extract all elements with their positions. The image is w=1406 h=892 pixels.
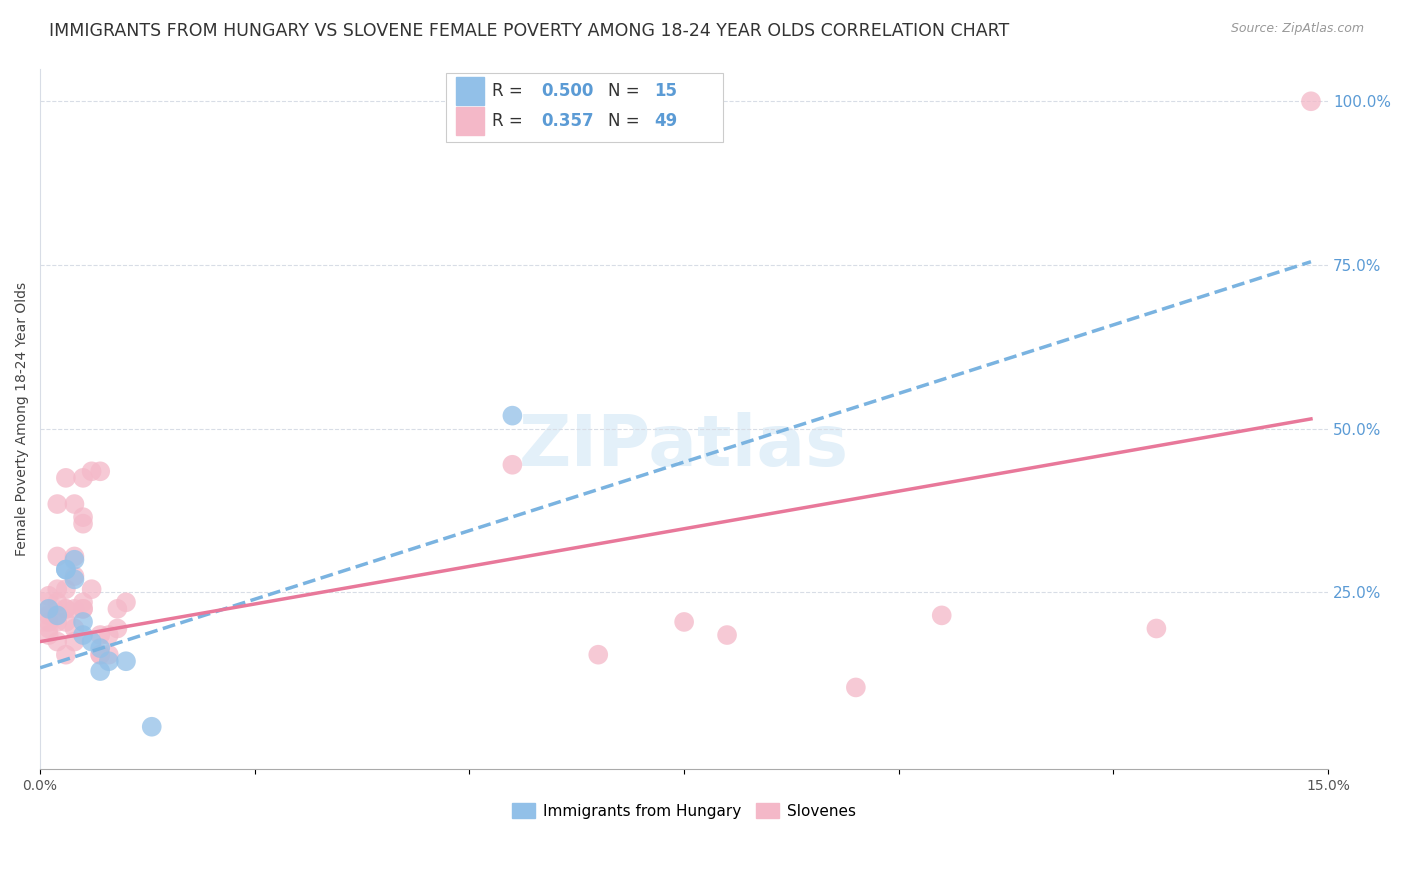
Text: Source: ZipAtlas.com: Source: ZipAtlas.com [1230, 22, 1364, 36]
Point [115, 595, 138, 609]
Point [72, 615, 94, 629]
FancyBboxPatch shape [446, 73, 723, 142]
Point [55, 582, 77, 597]
Point [55, 602, 77, 616]
Text: IMMIGRANTS FROM HUNGARY VS SLOVENE FEMALE POVERTY AMONG 18-24 YEAR OLDS CORRELAT: IMMIGRANTS FROM HUNGARY VS SLOVENE FEMAL… [49, 22, 1010, 40]
Text: R =: R = [492, 112, 523, 130]
Point [1299, 95, 1322, 109]
Point [63, 573, 86, 587]
Point [501, 409, 523, 423]
Point [89, 464, 111, 478]
Point [588, 648, 610, 662]
Point [80, 634, 103, 648]
Point [105, 622, 128, 636]
Point [55, 602, 77, 616]
Point [55, 615, 77, 629]
Point [38, 589, 60, 603]
Bar [456, 77, 485, 105]
Point [55, 471, 77, 485]
Text: 0.500: 0.500 [541, 82, 593, 100]
Legend: Immigrants from Hungary, Slovenes: Immigrants from Hungary, Slovenes [506, 797, 862, 825]
Point [55, 563, 77, 577]
Point [72, 471, 94, 485]
Point [46, 582, 69, 597]
Point [72, 602, 94, 616]
Point [501, 458, 523, 472]
Point [716, 628, 738, 642]
Point [72, 510, 94, 524]
Point [63, 622, 86, 636]
Point [63, 602, 86, 616]
Point [97, 628, 120, 642]
Bar [456, 107, 485, 135]
Point [55, 563, 77, 577]
Point [34, 605, 56, 619]
Point [63, 569, 86, 583]
Point [46, 634, 69, 648]
Point [55, 648, 77, 662]
Point [80, 582, 103, 597]
Point [38, 602, 60, 616]
Point [89, 664, 111, 678]
Point [72, 516, 94, 531]
Point [141, 720, 163, 734]
Text: ZIPatlas: ZIPatlas [519, 412, 849, 482]
Point [1144, 622, 1167, 636]
Point [673, 615, 696, 629]
Point [38, 628, 60, 642]
Text: 0.357: 0.357 [541, 112, 593, 130]
Point [46, 595, 69, 609]
Point [105, 602, 128, 616]
Point [63, 552, 86, 566]
Text: N =: N = [609, 112, 640, 130]
Point [72, 628, 94, 642]
Point [46, 549, 69, 564]
Point [63, 634, 86, 648]
Text: N =: N = [609, 82, 640, 100]
Point [46, 615, 69, 629]
Point [80, 464, 103, 478]
Point [63, 549, 86, 564]
Point [89, 628, 111, 642]
Point [97, 654, 120, 668]
Point [89, 648, 111, 662]
Y-axis label: Female Poverty Among 18-24 Year Olds: Female Poverty Among 18-24 Year Olds [15, 282, 30, 556]
Point [931, 608, 953, 623]
Text: 15: 15 [655, 82, 678, 100]
Point [845, 681, 868, 695]
Point [89, 641, 111, 656]
Point [38, 602, 60, 616]
Point [46, 497, 69, 511]
Point [46, 608, 69, 623]
Point [38, 608, 60, 623]
Point [63, 497, 86, 511]
Point [72, 595, 94, 609]
Point [97, 648, 120, 662]
Text: R =: R = [492, 82, 523, 100]
Point [72, 602, 94, 616]
Text: 49: 49 [655, 112, 678, 130]
Point [115, 654, 138, 668]
Point [38, 622, 60, 636]
Point [89, 648, 111, 662]
Point [38, 615, 60, 629]
